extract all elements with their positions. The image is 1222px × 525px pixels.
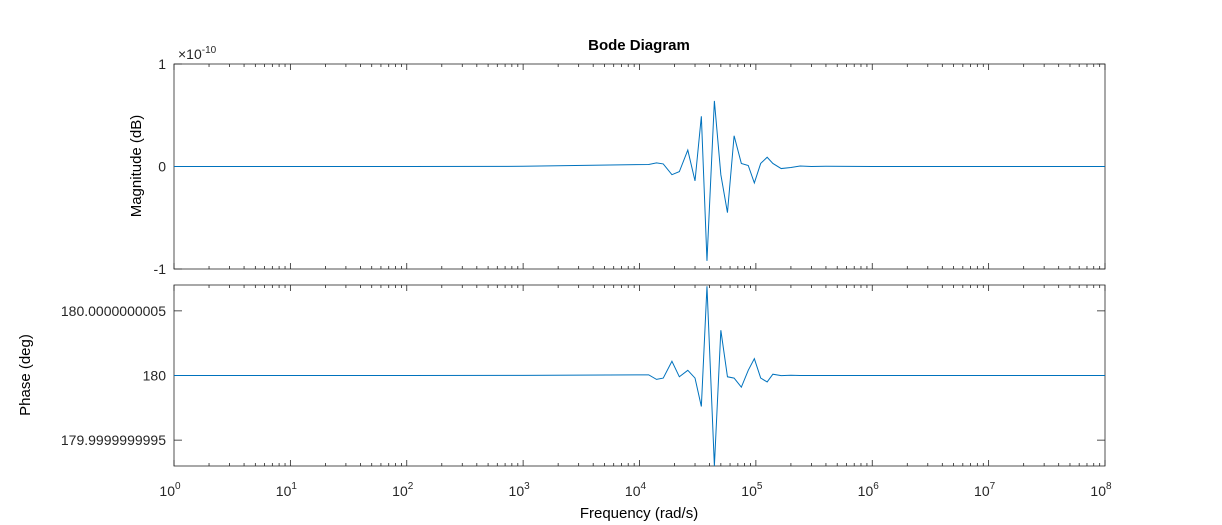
phase-axis-label: Phase (deg) bbox=[17, 334, 34, 416]
phase-y-tick-label: 180.0000000005 bbox=[61, 303, 166, 319]
frequency-tick-label: 104 bbox=[625, 481, 647, 499]
frequency-tick-label: 106 bbox=[858, 481, 880, 499]
magnitude-multiplier: ×10-10 bbox=[178, 45, 217, 62]
phase-y-tick-labels: 179.9999999995 180 180.0000000005 bbox=[61, 303, 166, 448]
frequency-tick-label: 102 bbox=[392, 481, 414, 499]
frequency-tick-label: 108 bbox=[1090, 481, 1112, 499]
multiplier-exponent: -10 bbox=[202, 45, 217, 56]
magnitude-y-tick-labels: -1 0 1 bbox=[154, 56, 167, 277]
frequency-axis-label: Frequency (rad/s) bbox=[580, 505, 698, 522]
frequency-tick-labels: 100 101 102 103 104 105 106 107 108 bbox=[159, 481, 1112, 499]
phase-y-tick-label: 180 bbox=[143, 368, 167, 384]
frequency-tick-label: 105 bbox=[741, 481, 763, 499]
magnitude-series-line bbox=[174, 100, 1105, 261]
phase-panel: 179.9999999995 180 180.0000000005 Phase (d… bbox=[17, 284, 1106, 467]
phase-series-line bbox=[174, 286, 1105, 467]
frequency-tick-label: 100 bbox=[159, 481, 181, 499]
frequency-tick-label: 101 bbox=[276, 481, 298, 499]
chart-title: Bode Diagram bbox=[588, 37, 690, 54]
frequency-tick-label: 103 bbox=[509, 481, 531, 499]
magnitude-panel: -101 ×10-10 Magnitude (dB) bbox=[128, 45, 1106, 277]
magnitude-ticks bbox=[173, 63, 1106, 270]
magnitude-y-tick-label: 1 bbox=[158, 56, 166, 72]
phase-y-tick-label: 179.9999999995 bbox=[61, 432, 166, 448]
magnitude-axis-label: Magnitude (dB) bbox=[128, 115, 145, 218]
multiplier-base: ×10 bbox=[178, 46, 202, 62]
magnitude-y-tick-label: -1 bbox=[154, 261, 167, 277]
frequency-tick-label: 107 bbox=[974, 481, 996, 499]
magnitude-y-tick-label: 0 bbox=[158, 159, 166, 175]
